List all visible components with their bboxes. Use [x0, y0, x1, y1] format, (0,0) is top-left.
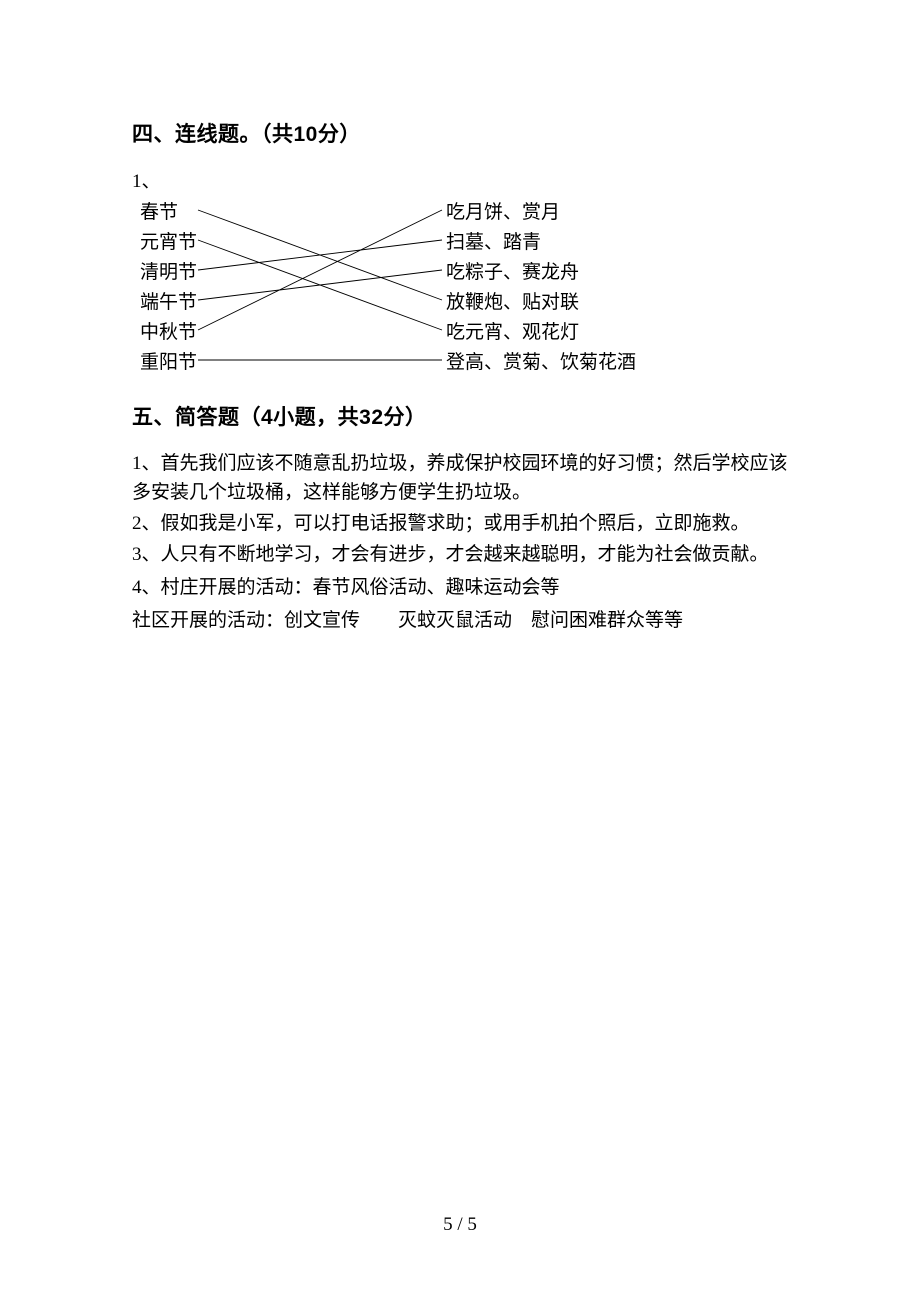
answer-line: 3、人只有不断地学习，才会有进步，才会越来越聪明，才能为社会做贡献。	[132, 540, 788, 569]
match-line	[198, 240, 442, 270]
match-right-item: 吃月饼、赏月	[446, 197, 560, 224]
section5-heading: 五、简答题（4小题，共32分）	[132, 401, 788, 431]
match-right-item: 登高、赏菊、饮菊花酒	[446, 347, 636, 374]
answer-line: 1、首先我们应该不随意乱扔垃圾，养成保护校园环境的好习惯；然后学校应该多安装几个…	[132, 449, 788, 507]
match-left-item: 重阳节	[140, 347, 197, 374]
answer-line: 社区开展的活动：创文宣传 灭蚊灭鼠活动 慰问困难群众等等	[132, 606, 788, 635]
match-right-item: 吃粽子、赛龙舟	[446, 257, 579, 284]
match-left-item: 清明节	[140, 257, 197, 284]
match-left-item: 端午节	[140, 287, 197, 314]
section5-answers: 1、首先我们应该不随意乱扔垃圾，养成保护校园环境的好习惯；然后学校应该多安装几个…	[132, 449, 788, 635]
match-right-item: 吃元宵、观花灯	[446, 317, 579, 344]
matching-question: 春节元宵节清明节端午节中秋节重阳节 吃月饼、赏月扫墓、踏青吃粽子、赛龙舟放鞭炮、贴…	[136, 197, 776, 379]
section4-heading: 四、连线题。（共10分）	[132, 118, 788, 148]
page-footer: 5 / 5	[0, 1214, 920, 1236]
answer-line: 4、村庄开展的活动：春节风俗活动、趣味运动会等	[132, 573, 788, 602]
answer-line: 2、假如我是小军，可以打电话报警求助；或用手机拍个照后，立即施救。	[132, 509, 788, 538]
match-right-item: 放鞭炮、贴对联	[446, 287, 579, 314]
match-left-item: 元宵节	[140, 227, 197, 254]
match-line	[198, 270, 442, 300]
match-left-item: 春节	[140, 197, 178, 224]
section4-q1-number: 1、	[132, 166, 788, 193]
match-right-item: 扫墓、踏青	[446, 227, 541, 254]
page: 四、连线题。（共10分） 1、 春节元宵节清明节端午节中秋节重阳节 吃月饼、赏月扫…	[0, 0, 920, 1302]
match-line	[198, 210, 442, 330]
match-left-item: 中秋节	[140, 317, 197, 344]
